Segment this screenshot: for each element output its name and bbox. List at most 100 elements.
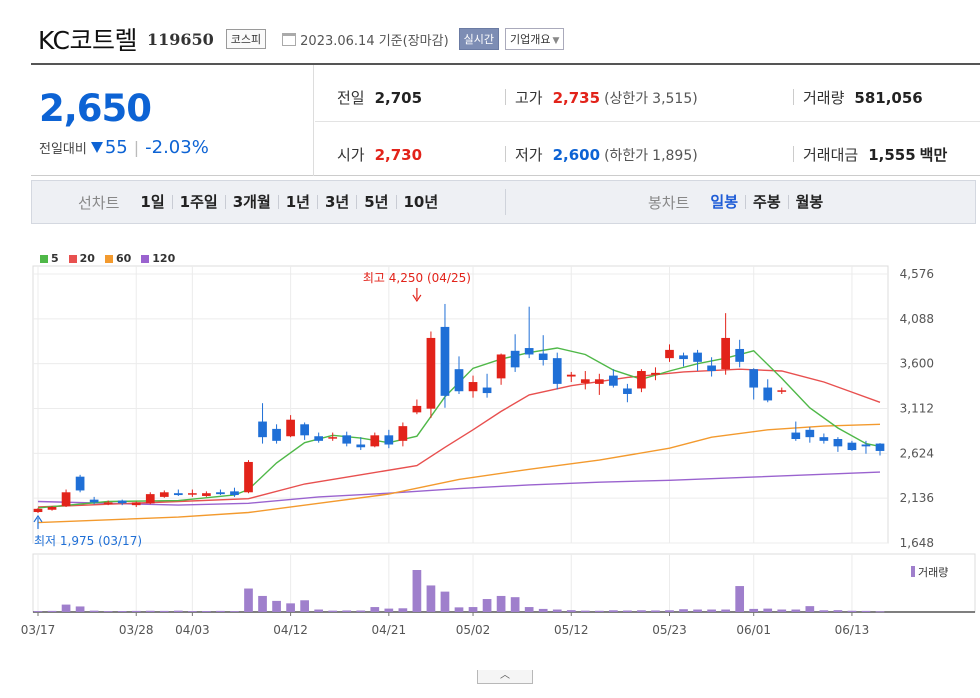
stock-chart[interactable]: 거래량 4,576 4,088 3,600 3,112 2,624 2,136 1,648 0… <box>0 232 980 672</box>
candle <box>89 496 99 505</box>
volume-bar <box>440 591 450 612</box>
candle-chart-tabs: 봉차트 일봉 주봉 월봉 <box>648 181 830 223</box>
volume-legend-swatch <box>911 566 915 577</box>
amount-cell: 거래대금 1,555 백만 <box>803 144 947 165</box>
candle-body <box>89 499 99 503</box>
volume-bar <box>580 610 590 612</box>
candle-body <box>117 500 127 504</box>
volume-bar <box>777 609 787 612</box>
candle <box>173 489 183 496</box>
company-info-label: 기업개요 <box>510 33 551 46</box>
volume-bar <box>47 610 57 612</box>
volume-bar <box>188 611 197 612</box>
volume-bar <box>468 607 478 612</box>
tab-3m[interactable]: 3개월 <box>224 195 278 210</box>
volume-bar <box>89 610 99 612</box>
y-tick-label: 3,600 <box>900 357 934 371</box>
candle-body <box>412 405 422 413</box>
company-name: KC코트렐 <box>38 26 137 55</box>
volume-bar <box>665 610 674 612</box>
candle-body <box>159 492 169 497</box>
prev-close-value: 2,705 <box>374 89 423 107</box>
candle <box>847 440 857 451</box>
stock-header: KC코트렐 119650 코스피 2023.06.14 기준(장마감) 실시간 … <box>38 22 565 56</box>
amount-unit: 백만 <box>919 146 948 164</box>
annotations: 최고 4,250 (04/25) 최저 1,975 (03/17) <box>33 271 471 548</box>
volume-bar <box>819 610 829 612</box>
tab-1y[interactable]: 1년 <box>277 195 317 210</box>
candle <box>566 371 576 383</box>
candle <box>412 399 422 415</box>
candlesticks <box>33 303 885 513</box>
volume-bar <box>272 600 281 612</box>
volume-bar <box>496 595 506 612</box>
open-cell: 시가 2,730 <box>337 144 422 165</box>
candle <box>61 489 71 507</box>
candle <box>763 379 773 403</box>
candle <box>594 373 604 395</box>
legend-ma20-label: 20 <box>79 252 95 265</box>
volume-bars: 거래량 <box>33 566 948 613</box>
candle <box>131 501 141 507</box>
candle <box>496 353 506 385</box>
upper-limit-label: (상한가 <box>604 91 649 107</box>
candle-body <box>272 428 281 441</box>
tab-10y[interactable]: 10년 <box>395 195 446 210</box>
candle-body <box>300 424 309 436</box>
candle-body <box>230 491 239 496</box>
tab-daily[interactable]: 일봉 <box>710 193 739 211</box>
candle <box>356 437 366 451</box>
volume-bar <box>131 610 141 612</box>
candle-body <box>594 379 604 384</box>
candle-body <box>552 358 562 384</box>
x-tick-label: 03/17 <box>21 623 56 637</box>
volume-bar <box>791 609 801 612</box>
candle-body <box>623 388 632 394</box>
x-tick-label: 05/02 <box>456 623 491 637</box>
candle <box>47 506 57 511</box>
candle-body <box>342 435 352 444</box>
candle-body <box>735 348 745 362</box>
max-arrow-head <box>412 294 422 303</box>
volume-bar <box>875 611 885 613</box>
candle <box>159 490 169 498</box>
tab-weekly[interactable]: 주봉 <box>745 195 788 210</box>
change-separator: | <box>133 138 140 157</box>
volume-cell: 거래량 581,056 <box>803 87 923 108</box>
volume-bar <box>805 606 815 612</box>
lower-limit-label: (하한가 <box>604 148 649 164</box>
market-badge: 코스피 <box>225 29 267 49</box>
candle <box>272 424 281 444</box>
candle-body <box>861 444 871 447</box>
candle-body <box>819 437 829 441</box>
tab-1d[interactable]: 1일 <box>140 193 165 211</box>
volume-bar <box>510 597 520 612</box>
change-label: 전일대비 <box>39 142 87 157</box>
volume-bar <box>763 608 773 612</box>
tab-monthly[interactable]: 월봉 <box>787 195 831 210</box>
candle-body <box>131 502 141 506</box>
volume-bar <box>637 610 646 612</box>
y-tick-label: 4,576 <box>900 267 934 281</box>
volume-bar <box>426 585 436 612</box>
realtime-button[interactable]: 실시간 <box>458 28 500 50</box>
candle-body <box>202 493 211 496</box>
company-info-button[interactable]: 기업개요 ▼ <box>505 28 565 50</box>
stock-code: 119650 <box>146 29 214 49</box>
candle <box>482 373 492 398</box>
tab-group-divider <box>505 189 506 215</box>
tab-3y[interactable]: 3년 <box>317 195 356 210</box>
upper-limit-value: 3,515) <box>652 91 698 107</box>
vertical-divider <box>793 146 794 162</box>
candle <box>524 306 534 359</box>
high-cell: 고가 2,735 (상한가 3,515) <box>515 87 698 108</box>
amount-label: 거래대금 <box>803 146 859 164</box>
collapse-chart-button[interactable]: ︿ <box>477 670 533 684</box>
tab-1w[interactable]: 1주일 <box>171 195 225 210</box>
tab-5y[interactable]: 5년 <box>356 195 395 210</box>
ma60-line <box>37 423 881 524</box>
candle <box>244 460 253 494</box>
candle <box>791 421 801 441</box>
candle-body <box>370 435 380 447</box>
candle <box>33 507 43 513</box>
